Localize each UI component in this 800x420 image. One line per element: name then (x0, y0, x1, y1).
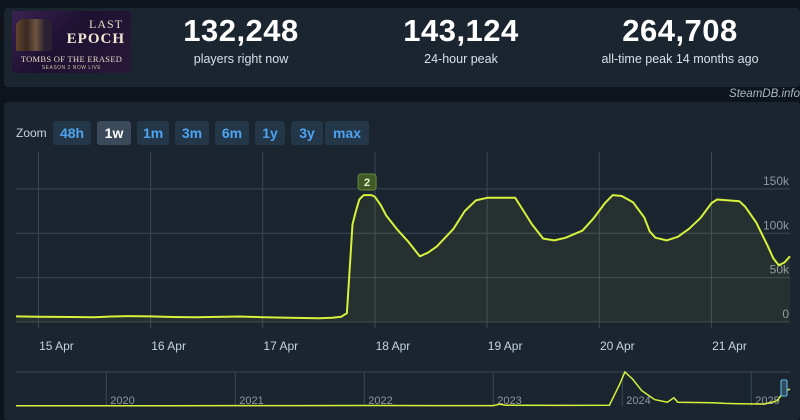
chart-panel (4, 102, 800, 420)
stat-label: 24-hour peak (424, 52, 498, 66)
zoom-6m-button[interactable]: 6m (215, 121, 249, 145)
navigator-tick-label: 2022 (368, 395, 392, 407)
stat-24h-peak: 143,124 24-hour peak (396, 13, 526, 67)
navigator-series-line (16, 370, 791, 407)
annotation-marker[interactable] (357, 173, 377, 191)
zoom-1y-button[interactable]: 1y (255, 121, 285, 145)
stat-current-players: 132,248 players right now (178, 13, 304, 67)
annotation-label: 2 (364, 177, 370, 189)
players-series-line[interactable] (15, 194, 791, 320)
players-area (16, 195, 790, 322)
zoom-1w-button[interactable]: 1w (97, 121, 131, 145)
x-tick-label: 18 Apr (376, 339, 411, 353)
x-tick-label: 17 Apr (263, 339, 298, 353)
zoom-max-button[interactable]: max (325, 121, 369, 145)
zoom-label: Zoom (16, 126, 47, 140)
x-tick-label: 19 Apr (488, 339, 523, 353)
y-tick-label: 50k (770, 263, 790, 277)
zoom-3m-button[interactable]: 3m (175, 121, 209, 145)
cover-logo-line2: EPOCH (66, 31, 125, 47)
navigator-tick-label: 2020 (110, 395, 134, 407)
x-tick-label: 16 Apr (151, 339, 186, 353)
stats-bar (4, 8, 800, 87)
navigator-range-handle[interactable] (780, 379, 788, 397)
zoom-48h-button[interactable]: 48h (53, 121, 91, 145)
navigator-tick-label: 2024 (626, 395, 650, 407)
zoom-3y-button[interactable]: 3y (291, 121, 323, 145)
x-tick-label: 21 Apr (712, 339, 747, 353)
zoom-1m-button[interactable]: 1m (137, 121, 169, 145)
cover-logo-line1: LAST (89, 17, 123, 31)
cover-tagline: SEASON 2 NOW LIVE (41, 65, 102, 71)
game-cover-image[interactable]: LAST EPOCH TOMBS OF THE ERASED SEASON 2 … (12, 11, 131, 73)
y-tick-label: 150k (763, 174, 790, 188)
x-tick-label: 15 Apr (39, 339, 74, 353)
cover-subtitle: TOMBS OF THE ERASED (20, 54, 123, 64)
navigator-tick-label: 2021 (239, 395, 263, 407)
stat-label: players right now (193, 52, 289, 66)
x-tick-label: 20 Apr (600, 339, 635, 353)
stat-value: 132,248 (183, 13, 299, 48)
stat-label: all-time peak 14 months ago (601, 52, 759, 66)
navigator-tick-label: 2023 (497, 395, 521, 407)
y-tick-label: 100k (763, 218, 790, 232)
cover-characters-art (16, 19, 52, 51)
stat-all-time-peak: 264,708 all-time peak 14 months ago (592, 13, 768, 67)
steamdb-credit[interactable]: SteamDB.info (729, 88, 800, 100)
stat-value: 143,124 (403, 13, 519, 48)
stat-value: 264,708 (622, 13, 738, 48)
y-tick-label: 0 (782, 307, 789, 321)
